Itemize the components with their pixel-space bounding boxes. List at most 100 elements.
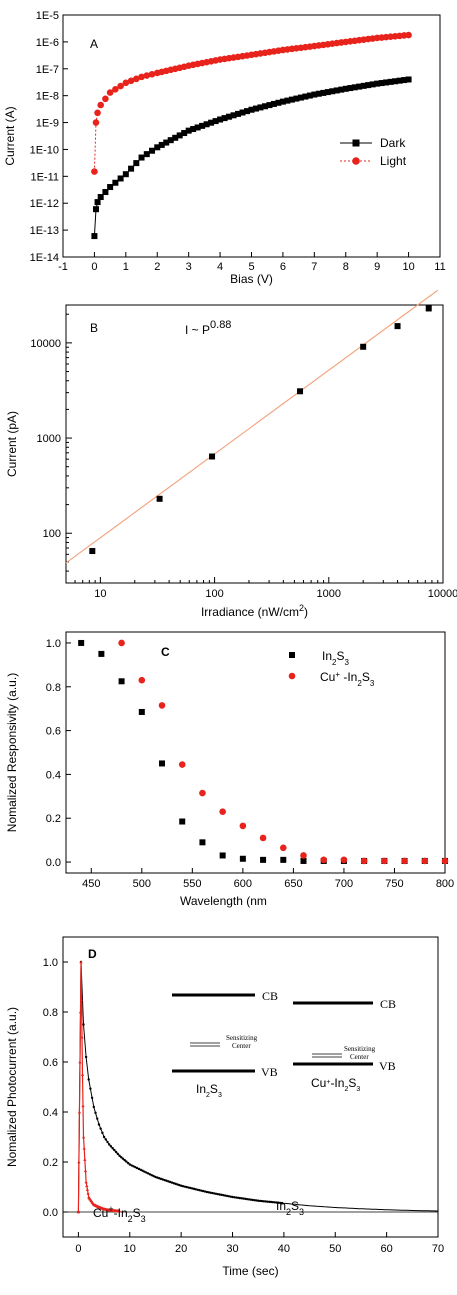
data-point: [351, 84, 358, 91]
data-point: [176, 1183, 179, 1186]
data-point: [266, 1200, 269, 1203]
panel-label: C: [161, 645, 170, 659]
legend-marker: [352, 157, 360, 165]
data-point: [277, 1201, 280, 1204]
x-tick-label: 600: [234, 878, 252, 890]
legend-label-part: -In: [340, 670, 357, 684]
data-point: [159, 1177, 163, 1181]
plot-frame: [62, 936, 439, 1238]
data-point: [172, 134, 179, 141]
x-tick-label: 11: [434, 261, 445, 273]
data-point: [157, 1177, 161, 1180]
data-point: [98, 650, 105, 657]
series-label-part: 2: [128, 1214, 133, 1224]
data-point: [167, 137, 174, 144]
data-point: [77, 1110, 82, 1114]
data-point: [113, 1148, 116, 1152]
data-point: [266, 102, 273, 109]
legend-label-part: Cu: [320, 670, 335, 684]
data-point: [315, 90, 322, 97]
data-point: [94, 199, 101, 206]
data-point: [360, 82, 367, 89]
data-point: [143, 151, 150, 158]
sensitizing-label-2: Center: [232, 1042, 251, 1050]
data-point: [97, 1123, 101, 1126]
x-tick-label: 4: [217, 261, 223, 273]
data-point: [212, 1192, 216, 1195]
data-point: [178, 1183, 181, 1187]
data-point: [94, 1111, 97, 1115]
data-point: [235, 110, 242, 117]
data-point: [86, 1191, 90, 1195]
y-tick-label: 1E-7: [36, 64, 59, 76]
data-point: [356, 83, 363, 90]
data-point: [257, 104, 264, 111]
y-tick-label: 1E-5: [36, 10, 59, 22]
x-tick-label: 100: [205, 588, 223, 600]
data-point: [138, 154, 145, 161]
data-point: [311, 91, 318, 98]
data-point: [340, 856, 348, 864]
data-point: [203, 121, 210, 128]
y-tick-label: 1E-14: [30, 252, 59, 264]
data-point: [133, 160, 140, 167]
data-point: [122, 171, 129, 178]
data-point: [234, 1196, 238, 1199]
y-tick-label: 1E-10: [30, 144, 59, 156]
data-point: [154, 1175, 157, 1179]
data-point: [141, 1169, 144, 1172]
vb-label-left: VB: [261, 1065, 278, 1079]
data-point: [209, 453, 216, 460]
data-point: [261, 103, 268, 110]
data-point: [394, 323, 401, 330]
data-point: [117, 175, 124, 182]
x-tick-label: -1: [58, 261, 68, 273]
data-point: [260, 1199, 264, 1203]
data-point: [405, 76, 412, 83]
series-label-cu-in2s3: Cu+-In2S3: [93, 1204, 146, 1224]
data-point: [138, 708, 145, 715]
data-point: [130, 1164, 133, 1167]
data-point: [114, 1150, 118, 1154]
data-point: [89, 1087, 92, 1090]
data-point: [239, 822, 247, 830]
data-point: [280, 1201, 284, 1205]
data-point: [306, 92, 313, 99]
x-tick-label: 1: [123, 261, 129, 273]
x-tick-label: 750: [385, 878, 403, 890]
data-point: [297, 388, 304, 395]
data-point: [159, 760, 166, 767]
data-point: [165, 1179, 168, 1182]
y-tick-label: 0.8: [43, 1007, 58, 1019]
data-point: [262, 1200, 265, 1203]
data-point: [139, 1168, 142, 1172]
data-point: [251, 1198, 254, 1202]
data-point: [181, 1184, 185, 1188]
data-point: [137, 1167, 141, 1171]
data-point: [342, 85, 349, 92]
data-point: [248, 106, 255, 113]
data-point: [190, 126, 197, 133]
y-tick-label: 1E-13: [30, 225, 59, 237]
data-point: [293, 95, 300, 102]
x-tick-label: 500: [133, 878, 151, 890]
data-point: [189, 1186, 192, 1190]
data-point: [125, 1160, 128, 1163]
data-point: [148, 1173, 152, 1176]
inset-label-part: 2: [206, 1092, 210, 1099]
y-tick-label: 0.6: [46, 726, 61, 738]
panel-a: -1 0 1 2 3 4 5 6 7 8 9 10 11 1E-14 1E-13 1E-12 1E-11 1E-1…: [3, 10, 446, 286]
data-point: [441, 857, 449, 865]
data-point: [288, 96, 295, 103]
data-point: [123, 1158, 126, 1162]
x-tick-label: 7: [311, 261, 317, 273]
data-point: [118, 639, 125, 647]
panel-label: A: [90, 37, 98, 51]
series-label-part: 3: [141, 1214, 146, 1224]
legend-label-part: S: [336, 649, 344, 663]
x-tick-label: 40: [278, 1243, 290, 1255]
y-tick-label: 1E-11: [30, 171, 59, 183]
data-point: [302, 93, 309, 100]
legend-label: In2S3: [322, 649, 349, 667]
data-point: [126, 1161, 130, 1165]
